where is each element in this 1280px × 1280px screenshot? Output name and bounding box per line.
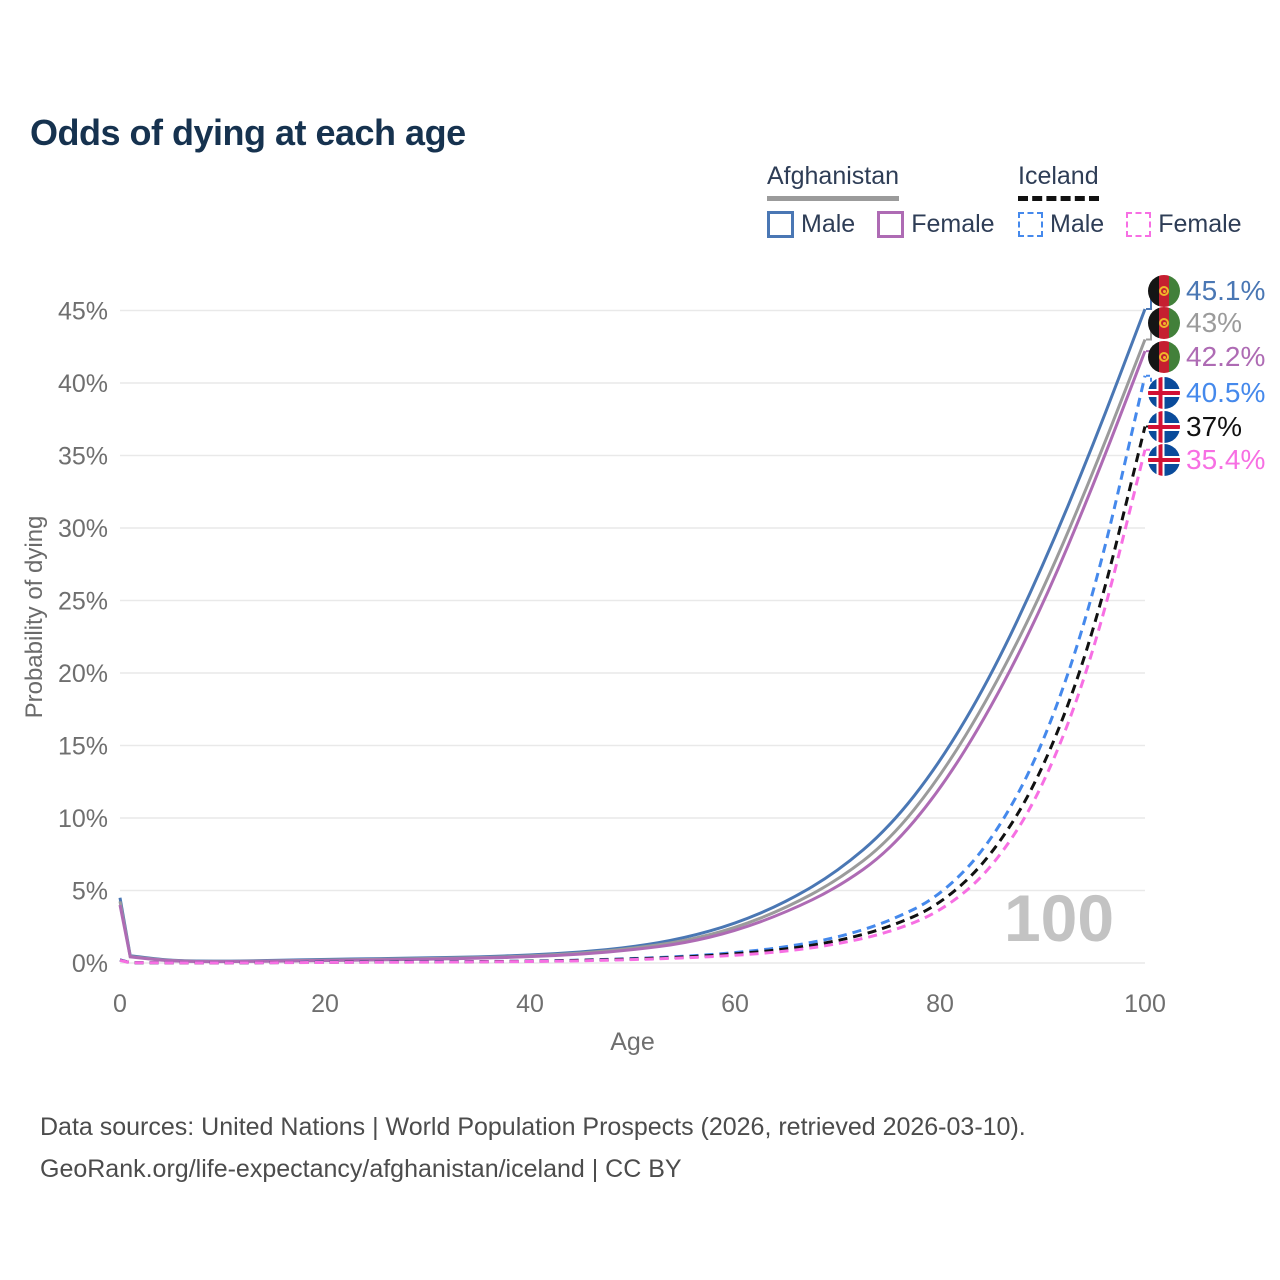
series-line — [119, 375, 1147, 965]
afghanistan-flag-icon — [1148, 275, 1180, 307]
y-tick-label: 40% — [58, 370, 108, 398]
series-line — [118, 350, 1147, 964]
footer: Data sources: United Nations | World Pop… — [40, 1106, 1026, 1190]
watermark: 100 — [1004, 881, 1114, 955]
x-tick-label: 80 — [926, 990, 954, 1018]
legend-country-afghanistan: Afghanistan — [767, 162, 900, 201]
end-label-afghanistan-female: 42.2% — [1148, 341, 1265, 373]
y-tick-label: 45% — [58, 298, 108, 326]
end-value-label: 45.1% — [1186, 275, 1266, 306]
y-tick-label: 5% — [72, 878, 108, 906]
y-tick-label: 30% — [58, 515, 108, 543]
legend-group-iceland: Iceland Male Female — [1018, 162, 1264, 239]
end-label-afghanistan-male: 45.1% — [1148, 275, 1265, 307]
legend-label: Female — [911, 210, 995, 238]
x-tick-label: 20 — [311, 990, 339, 1018]
end-label-afghanistan-both: 43% — [1148, 307, 1242, 339]
end-value-label: 40.5% — [1186, 377, 1266, 408]
series-line — [118, 338, 1147, 963]
legend-label: Male — [1050, 210, 1105, 238]
afghanistan-flag-icon — [1148, 341, 1180, 373]
series-line — [118, 308, 1147, 963]
legend-item-afghanistan-male[interactable]: Male — [767, 210, 855, 239]
afghanistan-female-checkbox[interactable] — [877, 211, 905, 238]
end-label-iceland-both: 37% — [1148, 411, 1242, 443]
afghanistan-male-checkbox[interactable] — [767, 211, 794, 238]
y-tick-label: 25% — [58, 588, 108, 616]
legend-item-afghanistan-female[interactable]: Female — [877, 210, 995, 239]
source-url-text: GeoRank.org/life-expectancy/afghanistan/… — [40, 1155, 682, 1183]
series-line — [119, 426, 1147, 965]
line-chart: 0% 5% 10% 15% 20% 25% 30% 35% 40% 45% 0 20 40 60 80 100… — [21, 290, 1166, 1056]
data-sources-text: Data sources: United Nations | World Pop… — [40, 1113, 1026, 1141]
x-tick-label: 40 — [516, 990, 544, 1018]
end-value-label: 35.4% — [1186, 444, 1266, 475]
x-tick-label: 60 — [721, 990, 749, 1018]
y-tick-label: 35% — [58, 443, 108, 471]
legend-item-iceland-male[interactable]: Male — [1018, 210, 1104, 239]
x-tick-label: 0 — [113, 990, 127, 1018]
series-line — [119, 449, 1147, 965]
legend-country-iceland: Iceland — [1018, 162, 1099, 201]
end-label-iceland-male: 40.5% — [1148, 377, 1265, 409]
iceland-flag-icon — [1148, 411, 1180, 443]
iceland-female-checkbox[interactable] — [1126, 212, 1152, 237]
page-title: Odds of dying at each age — [30, 112, 466, 154]
end-label-iceland-female: 35.4% — [1148, 444, 1265, 476]
y-tick-label: 0% — [72, 950, 108, 978]
x-tick-label: 100 — [1124, 990, 1166, 1018]
afghanistan-flag-icon — [1148, 307, 1180, 339]
iceland-flag-icon — [1148, 377, 1180, 409]
end-value-label: 43% — [1186, 307, 1243, 338]
iceland-flag-icon — [1148, 444, 1180, 476]
x-axis-title: Age — [610, 1028, 654, 1056]
iceland-male-checkbox[interactable] — [1018, 212, 1043, 237]
end-value-label: 42.2% — [1186, 341, 1266, 372]
y-tick-label: 15% — [58, 733, 108, 761]
legend-label: Female — [1158, 210, 1242, 238]
end-value-label: 37% — [1186, 411, 1243, 442]
legend-group-afghanistan: Afghanistan Male Female — [767, 162, 1017, 239]
y-tick-label: 20% — [58, 660, 108, 688]
y-tick-label: 10% — [58, 805, 108, 833]
legend-item-iceland-female[interactable]: Female — [1126, 210, 1242, 239]
legend-label: Male — [801, 210, 856, 238]
y-axis-title: Probability of dying — [21, 516, 48, 719]
